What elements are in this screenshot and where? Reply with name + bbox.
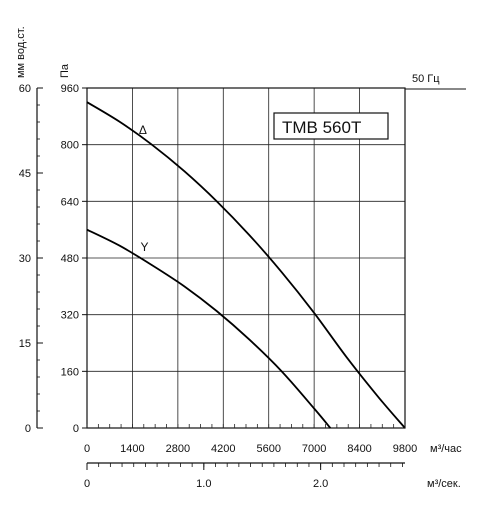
pa-tick-label: 480	[61, 253, 79, 265]
x-main-unit-label: м³/час	[430, 443, 462, 455]
x-secondary-unit-label: м³/сек.	[427, 478, 461, 490]
x-tick-label: 1400	[120, 443, 144, 455]
mm-tick-label: 60	[19, 83, 31, 95]
unit-mm-label: мм вод.ст.	[15, 26, 27, 78]
frequency-label-group: 50 Гц	[405, 73, 466, 90]
x2-tick-label: 1.0	[196, 478, 211, 490]
model-label-frame	[273, 112, 389, 140]
x-tick-label: 8400	[347, 443, 371, 455]
x2-tick-label: 0	[84, 478, 90, 490]
x-tick-label: 5600	[256, 443, 280, 455]
pa-axis: 0 160 320 480 640 800 960	[61, 83, 87, 435]
x-main-axis: 0 1400 2800 4200 5600 7000 8400 9800	[84, 424, 417, 455]
model-label: TMB 560T	[282, 118, 361, 137]
mm-tick-label: 45	[19, 168, 31, 180]
pa-tick-label: 320	[61, 310, 79, 322]
pa-tick-label: 160	[61, 366, 79, 378]
grid-lines	[87, 88, 405, 428]
pa-tick-label: 640	[61, 196, 79, 208]
x-tick-label: 7000	[302, 443, 326, 455]
mm-tick-label: 15	[19, 338, 31, 350]
x-tick-label: 2800	[166, 443, 190, 455]
pa-tick-label: 960	[61, 83, 79, 95]
left-mm-axis: 0 15 30 45 60	[19, 83, 43, 435]
x-secondary-axis: 0 1.0 2.0	[84, 462, 405, 490]
series-line-0	[86, 101, 406, 429]
series-label: Δ	[139, 123, 147, 137]
pa-tick-label: 0	[73, 423, 79, 435]
x-tick-label: 9800	[393, 443, 417, 455]
x-tick-label: 0	[84, 443, 90, 455]
series-label: Y	[141, 240, 149, 254]
x-tick-label: 4200	[211, 443, 235, 455]
pa-tick-label: 800	[61, 140, 79, 152]
x2-tick-label: 2.0	[313, 478, 328, 490]
frequency-label: 50 Гц	[412, 73, 440, 85]
mm-tick-label: 0	[25, 423, 31, 435]
curves: ΔY	[86, 101, 406, 429]
unit-pa-label: Па	[59, 63, 71, 78]
series-line-1	[86, 228, 332, 429]
mm-tick-label: 30	[19, 253, 31, 265]
model-label-box: TMB 560T	[273, 112, 389, 140]
